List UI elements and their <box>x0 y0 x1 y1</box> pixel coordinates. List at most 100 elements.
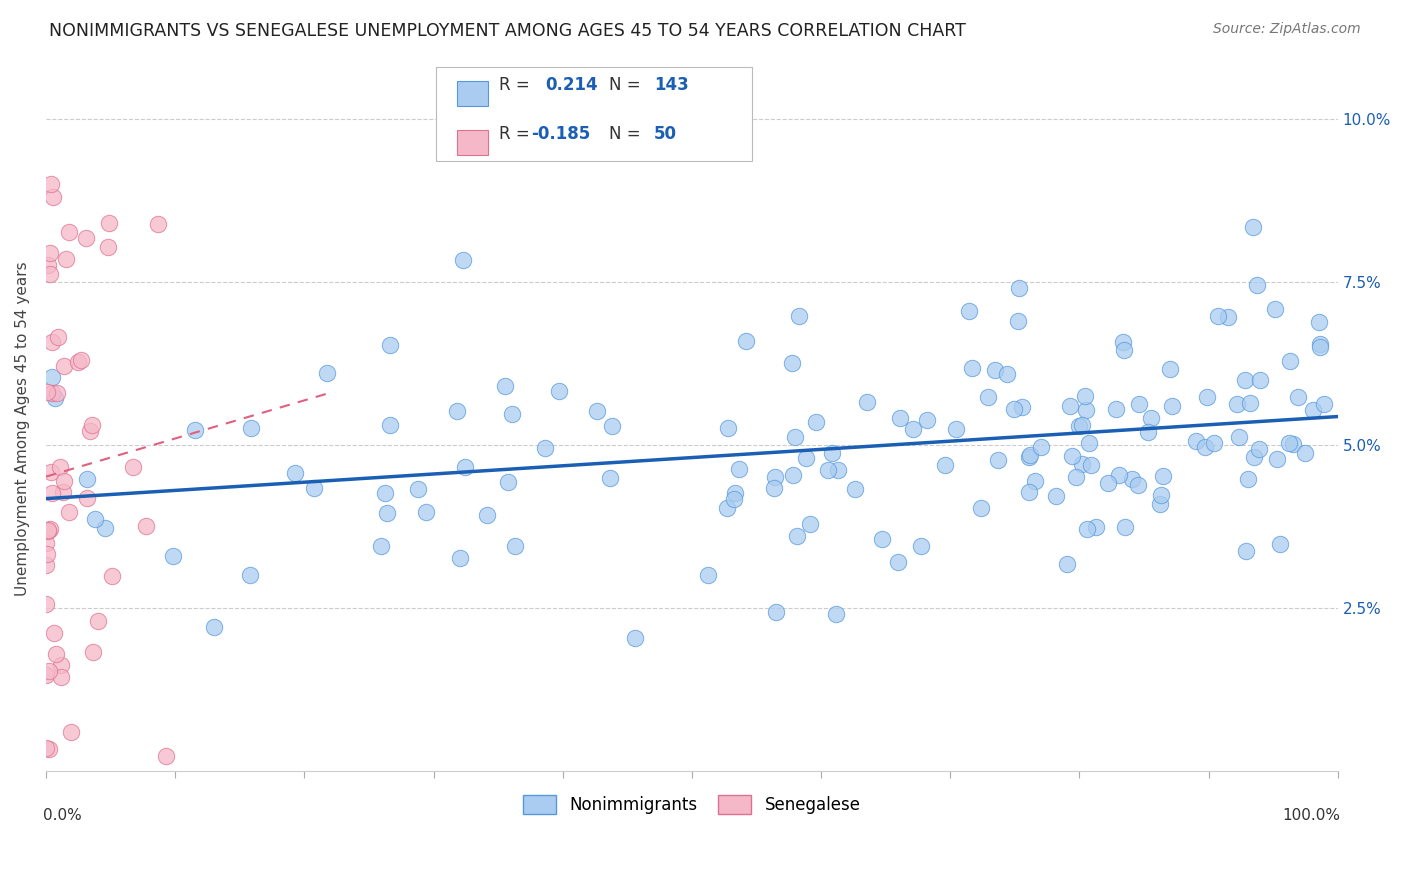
Point <box>37 524 59 538</box>
Point <box>806 415 828 429</box>
Point <box>415 505 437 519</box>
Point <box>1007 314 1029 328</box>
Point <box>42 190 65 204</box>
Point <box>35 547 58 561</box>
Point <box>46 330 69 344</box>
Point <box>45 647 67 661</box>
Text: 50: 50 <box>654 125 676 143</box>
Point <box>38 664 60 678</box>
Point <box>55 252 77 266</box>
Point <box>49 658 72 673</box>
Point <box>1108 467 1130 482</box>
Point <box>82 645 104 659</box>
Point <box>970 500 993 515</box>
Point <box>600 419 623 434</box>
Point <box>378 418 401 433</box>
Point <box>453 252 475 267</box>
Point <box>1002 401 1025 416</box>
Point <box>52 485 75 500</box>
Point <box>1234 544 1257 558</box>
Point <box>1278 436 1301 450</box>
Point <box>1249 374 1271 388</box>
Point <box>380 338 402 352</box>
Point <box>45 385 67 400</box>
Point <box>475 508 498 522</box>
Point <box>870 532 893 546</box>
Point <box>41 335 63 350</box>
Point <box>315 366 337 380</box>
Point <box>799 516 821 531</box>
Point <box>824 607 846 622</box>
Point <box>1128 397 1150 411</box>
Point <box>1185 434 1208 448</box>
Point <box>765 605 787 619</box>
Legend: Nonimmigrants, Senegalese: Nonimmigrants, Senegalese <box>516 788 868 821</box>
Text: NONIMMIGRANTS VS SENEGALESE UNEMPLOYMENT AMONG AGES 45 TO 54 YEARS CORRELATION C: NONIMMIGRANTS VS SENEGALESE UNEMPLOYMENT… <box>49 22 966 40</box>
Point <box>1246 277 1268 292</box>
Point <box>76 472 98 486</box>
Text: Source: ZipAtlas.com: Source: ZipAtlas.com <box>1213 22 1361 37</box>
Point <box>1309 337 1331 351</box>
Point <box>1264 302 1286 317</box>
Point <box>1294 446 1316 460</box>
Point <box>98 216 121 230</box>
Point <box>446 404 468 418</box>
Point <box>53 474 76 488</box>
Point <box>101 569 124 583</box>
Point <box>786 529 808 543</box>
Point <box>498 475 520 489</box>
Point <box>35 597 58 611</box>
Point <box>1202 435 1225 450</box>
Point <box>1029 440 1052 454</box>
Point <box>1105 401 1128 416</box>
Point <box>1237 472 1260 486</box>
Point <box>76 491 98 505</box>
Point <box>1197 390 1219 404</box>
Point <box>1019 448 1042 462</box>
Point <box>817 463 839 477</box>
Point <box>960 361 983 376</box>
Point <box>599 470 621 484</box>
Point <box>821 445 844 459</box>
Point <box>934 458 956 472</box>
Point <box>1194 440 1216 454</box>
Point <box>302 481 325 495</box>
Point <box>585 404 607 418</box>
Point <box>80 418 103 433</box>
Point <box>1084 520 1107 534</box>
Point <box>844 482 866 496</box>
Point <box>1126 477 1149 491</box>
Point <box>1076 403 1098 417</box>
Point <box>957 304 980 318</box>
Point <box>42 626 65 640</box>
Point <box>1114 520 1136 534</box>
Point <box>1150 488 1173 502</box>
Point <box>827 462 849 476</box>
Point <box>49 459 72 474</box>
Point <box>534 442 557 456</box>
Point <box>548 384 571 399</box>
Point <box>783 430 806 444</box>
Point <box>623 631 645 645</box>
Point <box>148 217 170 231</box>
Point <box>1074 389 1097 403</box>
Point <box>370 539 392 553</box>
Text: R =: R = <box>499 76 530 94</box>
Point <box>97 239 120 253</box>
Point <box>717 420 740 434</box>
Point <box>87 614 110 628</box>
Point <box>52 359 75 373</box>
Point <box>724 486 747 500</box>
Point <box>1067 418 1090 433</box>
Point <box>1060 449 1083 463</box>
Point <box>1011 400 1033 414</box>
Point <box>780 356 803 370</box>
Point <box>453 460 475 475</box>
Point <box>1056 558 1078 572</box>
Point <box>889 410 911 425</box>
Point <box>155 748 177 763</box>
Point <box>1018 485 1040 500</box>
Point <box>763 470 786 484</box>
Point <box>374 485 396 500</box>
Point <box>37 524 59 538</box>
